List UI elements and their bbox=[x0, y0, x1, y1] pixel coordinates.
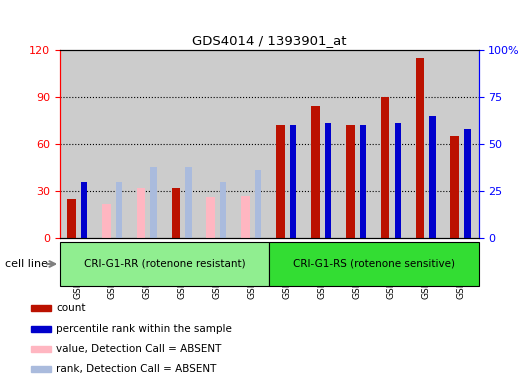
Bar bbox=[207, 197, 215, 238]
Bar bbox=[416, 58, 424, 238]
Bar bbox=[31, 305, 51, 311]
Bar bbox=[165, 50, 200, 238]
Bar bbox=[255, 170, 262, 238]
Text: CRI-G1-RR (rotenone resistant): CRI-G1-RR (rotenone resistant) bbox=[84, 259, 246, 269]
Bar bbox=[116, 182, 122, 238]
Bar bbox=[276, 125, 285, 238]
Bar bbox=[346, 125, 355, 238]
Bar bbox=[381, 97, 390, 238]
Bar bbox=[311, 106, 320, 238]
Bar bbox=[444, 50, 479, 238]
Bar bbox=[31, 346, 51, 352]
Bar bbox=[339, 50, 374, 238]
Bar bbox=[151, 167, 157, 238]
Bar bbox=[409, 50, 444, 238]
Bar bbox=[95, 50, 130, 238]
Text: rank, Detection Call = ABSENT: rank, Detection Call = ABSENT bbox=[56, 364, 217, 374]
Bar bbox=[241, 196, 250, 238]
Title: GDS4014 / 1393901_at: GDS4014 / 1393901_at bbox=[192, 34, 347, 47]
Bar bbox=[234, 50, 269, 238]
Bar bbox=[185, 167, 191, 238]
Bar bbox=[102, 204, 110, 238]
Bar bbox=[172, 188, 180, 238]
Text: count: count bbox=[56, 303, 85, 313]
Bar bbox=[464, 129, 471, 238]
Bar bbox=[304, 50, 339, 238]
Text: value, Detection Call = ABSENT: value, Detection Call = ABSENT bbox=[56, 344, 221, 354]
Bar bbox=[394, 123, 401, 238]
Bar bbox=[81, 182, 87, 238]
Bar bbox=[31, 326, 51, 332]
Text: percentile rank within the sample: percentile rank within the sample bbox=[56, 324, 232, 334]
Bar bbox=[130, 50, 165, 238]
Text: cell line: cell line bbox=[5, 259, 48, 269]
Bar bbox=[60, 50, 95, 238]
Bar bbox=[31, 366, 51, 372]
Bar bbox=[450, 136, 459, 238]
Bar bbox=[360, 125, 366, 238]
Bar bbox=[67, 199, 76, 238]
Bar bbox=[429, 116, 436, 238]
Bar bbox=[374, 50, 409, 238]
Bar bbox=[269, 50, 304, 238]
Bar bbox=[220, 182, 226, 238]
Bar bbox=[290, 125, 296, 238]
Text: CRI-G1-RS (rotenone sensitive): CRI-G1-RS (rotenone sensitive) bbox=[293, 259, 455, 269]
Bar bbox=[200, 50, 234, 238]
Bar bbox=[325, 123, 331, 238]
Bar bbox=[137, 188, 145, 238]
